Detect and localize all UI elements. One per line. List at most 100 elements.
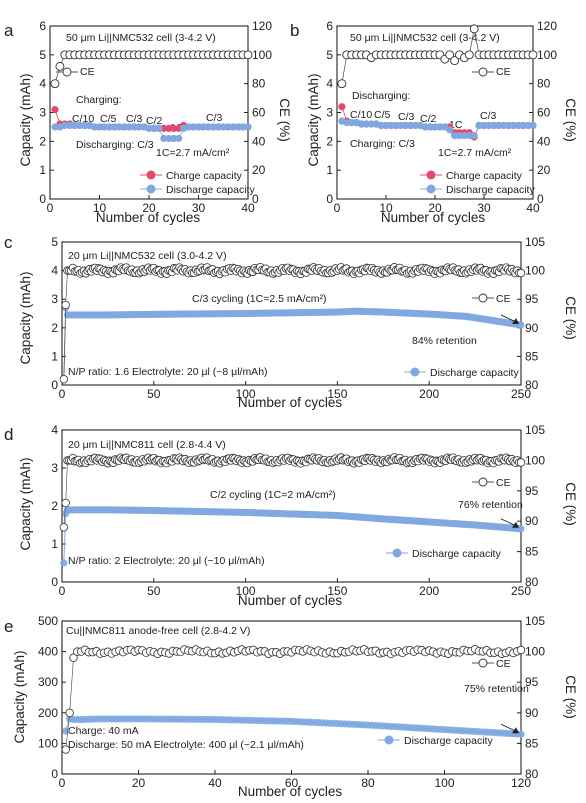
discharge-point xyxy=(125,123,133,131)
x-tick-label: 20 xyxy=(428,201,442,215)
y2-axis-label: CE (%) xyxy=(563,296,578,340)
y-tick-label: 2 xyxy=(51,321,58,335)
rate-label: C/3 xyxy=(398,111,415,123)
x-tick-label: 100 xyxy=(434,776,454,790)
legend-marker-discharge xyxy=(392,548,402,558)
x-tick-label: 40 xyxy=(208,776,222,790)
y2-tick-label: 0 xyxy=(252,192,259,206)
panel-letter: d xyxy=(4,425,13,444)
x-tick-label: 120 xyxy=(511,776,531,790)
discharge-point xyxy=(61,121,69,130)
x-tick-label: 100 xyxy=(236,387,256,401)
y-tick-label: 4 xyxy=(51,264,58,278)
x-tick-label: 150 xyxy=(327,387,347,401)
y-tick-label: 4 xyxy=(326,77,333,91)
discharge-point xyxy=(529,121,537,130)
y2-tick-label: 90 xyxy=(525,321,539,335)
y2-axis-label: CE (%) xyxy=(563,675,578,719)
y2-tick-label: 105 xyxy=(525,423,545,437)
rate-label: C/5 xyxy=(374,109,391,121)
y2-tick-label: 20 xyxy=(537,163,551,177)
panel-b: b Capacity (mAh) CE (%) Number of cycles… xyxy=(290,19,578,225)
y-tick-label: 2 xyxy=(39,134,46,148)
retention-arrowhead xyxy=(512,521,519,528)
y-tick-label: 400 xyxy=(38,645,58,659)
y-tick-label: 0 xyxy=(51,378,58,392)
rate-definition: 1C=2.7 mA/cm² xyxy=(438,147,512,159)
y-axis-label: Capacity (mAh) xyxy=(306,73,321,166)
legend-marker-discharge xyxy=(410,367,420,377)
legend-discharge-label: Discharge capacity xyxy=(166,184,255,196)
y2-tick-label: 40 xyxy=(252,134,266,148)
legend-ce-label: CE xyxy=(496,66,511,78)
y2-axis-label: CE (%) xyxy=(563,482,578,526)
x-tick-label: 50 xyxy=(147,387,161,401)
y2-tick-label: 100 xyxy=(525,264,545,278)
y2-tick-label: 80 xyxy=(525,378,539,392)
panel-letter: e xyxy=(4,617,13,636)
discharge-point xyxy=(219,123,227,131)
legend-discharge-label: Discharge capacity xyxy=(446,184,535,196)
discharge-point xyxy=(120,123,128,131)
retention-label: 76% retention xyxy=(458,499,523,511)
x-tick-label: 0 xyxy=(59,584,66,598)
legend-marker-ce xyxy=(478,477,488,487)
discharge-point xyxy=(150,124,158,132)
y2-tick-label: 20 xyxy=(252,163,266,177)
panel-letter: a xyxy=(4,21,14,40)
y-tick-label: 0 xyxy=(39,192,46,206)
ce-point xyxy=(61,745,71,754)
y-axis-label: Capacity (mAh) xyxy=(18,73,33,166)
cell-parameters: N/P ratio: 2 Electrolyte: 20 μl (~10 μl/… xyxy=(68,555,265,567)
y-tick-label: 1 xyxy=(39,163,46,177)
charge-point xyxy=(338,103,346,111)
discharge-point xyxy=(204,123,212,131)
legend-discharge-label: Discharge capacity xyxy=(430,367,519,379)
ce-point xyxy=(243,50,253,60)
discharge-point xyxy=(165,134,173,143)
discharge-point xyxy=(160,134,168,143)
y2-tick-label: 90 xyxy=(525,514,539,528)
discharge-point xyxy=(155,124,163,132)
ce-point xyxy=(469,24,479,34)
y-tick-label: 1 xyxy=(326,163,333,177)
discharge-point xyxy=(175,134,183,143)
rate-label: C/2 xyxy=(146,115,163,127)
rate-label: C/3 xyxy=(126,113,143,125)
y-tick-label: 3 xyxy=(39,106,46,120)
y2-tick-label: 100 xyxy=(525,453,545,467)
x-tick-label: 10 xyxy=(379,201,393,215)
cell-title: 20 μm Li||NMC532 cell (3.0-4.2 V) xyxy=(68,250,227,262)
y-tick-label: 100 xyxy=(38,736,58,750)
legend-marker-ce xyxy=(478,67,488,77)
x-axis-label: Number of cycles xyxy=(238,395,343,410)
ce-point xyxy=(59,375,69,384)
legend-marker-ce xyxy=(478,293,488,303)
x-tick-label: 30 xyxy=(192,201,206,215)
y2-tick-label: 60 xyxy=(252,106,266,120)
y2-tick-label: 105 xyxy=(525,235,545,249)
y-tick-label: 2 xyxy=(51,499,58,513)
x-tick-label: 40 xyxy=(526,201,540,215)
y2-tick-label: 85 xyxy=(525,349,539,363)
y-tick-label: 2 xyxy=(326,134,333,148)
discharge-point xyxy=(115,123,123,131)
panel-d: d Capacity (mAh) CE (%) Number of cycles… xyxy=(4,423,578,608)
legend-marker-ce xyxy=(62,67,72,77)
cycling-condition: C/3 cycling (1C=2.5 mA/cm²) xyxy=(192,293,327,305)
discharge-point xyxy=(189,123,198,131)
legend-ce-label: CE xyxy=(496,477,511,489)
x-tick-label: 0 xyxy=(334,201,341,215)
y2-axis-label: CE (%) xyxy=(277,98,292,142)
ce-point xyxy=(445,50,455,60)
legend-discharge-label: Discharge capacity xyxy=(412,548,501,560)
y-tick-label: 1 xyxy=(51,349,58,363)
y-axis-label: Capacity (mAh) xyxy=(18,271,33,364)
retention-arrowhead xyxy=(512,727,519,734)
discharge-point xyxy=(105,123,113,131)
x-tick-label: 60 xyxy=(285,776,299,790)
x-tick-label: 20 xyxy=(142,201,156,215)
ce-point xyxy=(61,498,70,508)
ce-point xyxy=(337,79,347,89)
discharge-point xyxy=(194,123,203,131)
